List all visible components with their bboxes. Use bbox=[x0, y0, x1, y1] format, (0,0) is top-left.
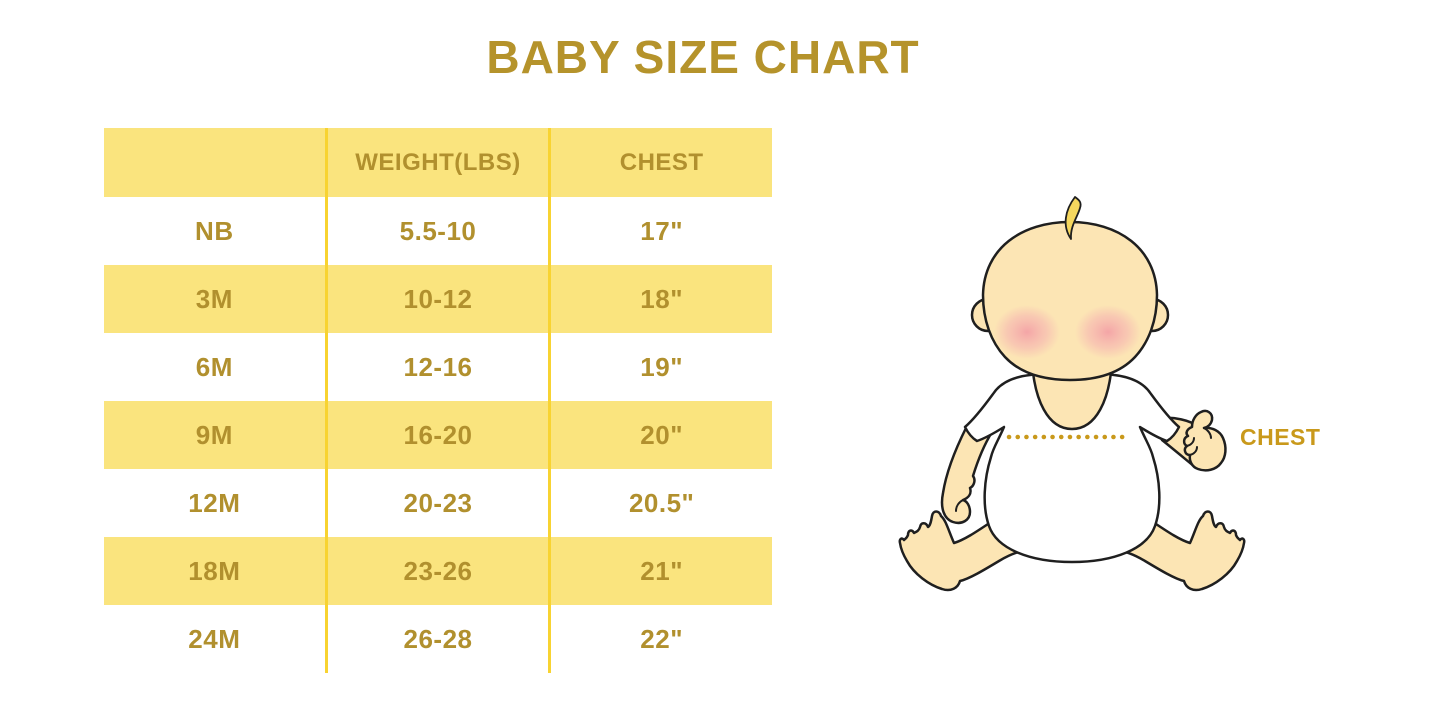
cell-size: NB bbox=[195, 215, 234, 246]
baby-hair-curl bbox=[1064, 196, 1082, 240]
cell-chest: 18" bbox=[548, 265, 772, 333]
table-row: 9M 16-20 20" bbox=[104, 401, 772, 469]
baby-right-fist bbox=[1182, 409, 1227, 472]
page-title: BABY SIZE CHART bbox=[486, 31, 920, 83]
cell-weight: 20-23 bbox=[324, 469, 549, 537]
table-row: 24M 26-28 22" bbox=[104, 605, 772, 673]
table-header-row: WEIGHT(LBS) CHEST bbox=[104, 128, 772, 197]
table-row: 18M 23-26 21" bbox=[104, 537, 772, 605]
cell-weight: 23-26 bbox=[324, 537, 549, 605]
baby-left-arm bbox=[940, 426, 994, 525]
fist-thumb-line bbox=[1203, 427, 1212, 439]
cell-size: 3M bbox=[195, 283, 233, 314]
cell-weight: 12-16 bbox=[324, 333, 549, 401]
cell-chest: 22" bbox=[548, 605, 772, 673]
cell-weight: 10-12 bbox=[324, 265, 549, 333]
baby-onesie bbox=[963, 370, 1181, 564]
cell-chest: 20.5" bbox=[548, 469, 772, 537]
baby-head bbox=[981, 220, 1159, 382]
fist-knuckle-line bbox=[1186, 437, 1195, 447]
header-weight: WEIGHT(LBS) bbox=[324, 128, 549, 197]
cell-chest: 17" bbox=[548, 197, 772, 265]
cell-chest: 19" bbox=[548, 333, 772, 401]
cell-size: 6M bbox=[195, 351, 233, 382]
table-row: 6M 12-16 19" bbox=[104, 333, 772, 401]
cell-size: 12M bbox=[188, 487, 241, 518]
baby-right-blush bbox=[1075, 305, 1141, 359]
cell-chest: 21" bbox=[548, 537, 772, 605]
table-row: 3M 10-12 18" bbox=[104, 265, 772, 333]
baby-illustration bbox=[880, 180, 1340, 620]
header-size bbox=[104, 128, 325, 197]
chest-label: CHEST bbox=[1240, 424, 1321, 450]
cell-chest: 20" bbox=[548, 401, 772, 469]
baby-left-blush bbox=[994, 305, 1060, 359]
cell-weight: 26-28 bbox=[324, 605, 549, 673]
cell-size: 24M bbox=[188, 623, 241, 654]
table-row: NB 5.5-10 17" bbox=[104, 197, 772, 265]
cell-weight: 5.5-10 bbox=[324, 197, 549, 265]
cell-weight: 16-20 bbox=[324, 401, 549, 469]
cell-size: 9M bbox=[195, 419, 233, 450]
baby-left-hand-crease bbox=[955, 499, 964, 512]
header-chest: CHEST bbox=[548, 128, 772, 197]
table-row: 12M 20-23 20.5" bbox=[104, 469, 772, 537]
cell-size: 18M bbox=[188, 555, 241, 586]
size-chart-table: WEIGHT(LBS) CHEST NB 5.5-10 17" 3M 10-12… bbox=[104, 128, 772, 673]
fist-knuckle-line bbox=[1189, 446, 1198, 456]
